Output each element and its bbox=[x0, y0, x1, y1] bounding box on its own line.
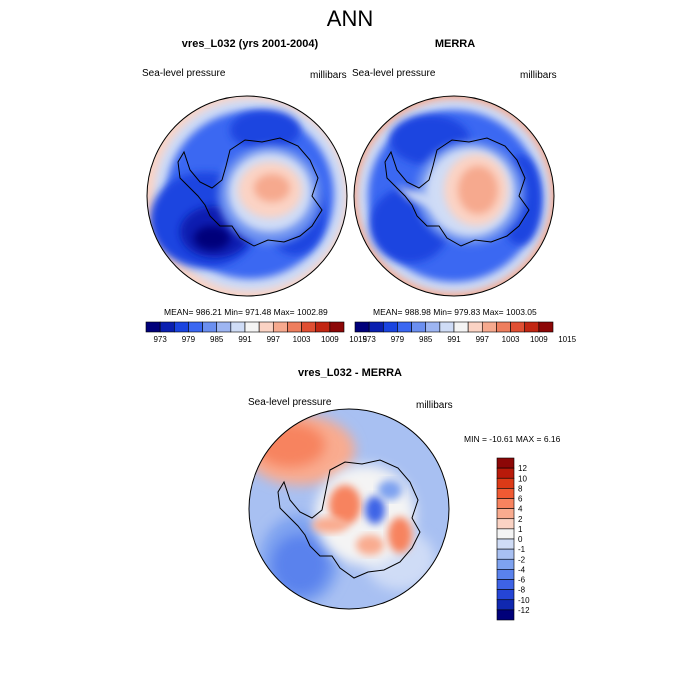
colorbar-swatch bbox=[301, 321, 317, 333]
colorbar-tick-label: -12 bbox=[518, 606, 530, 615]
colorbar-swatch bbox=[496, 548, 515, 560]
colorbar-swatch bbox=[496, 477, 515, 489]
colorbar-swatch bbox=[272, 321, 288, 333]
colorbar-swatch bbox=[481, 321, 497, 333]
colorbar-tick-label: 973 bbox=[153, 335, 167, 344]
colorbar-swatch bbox=[467, 321, 483, 333]
colorbar-swatch bbox=[496, 528, 515, 540]
colorbar-tick-label: -1 bbox=[518, 545, 526, 554]
colorbar-tick-label: 997 bbox=[476, 335, 490, 344]
map-panel-2 bbox=[353, 95, 555, 297]
colorbar-tick-label: -10 bbox=[518, 596, 530, 605]
colorbar-swatch bbox=[382, 321, 398, 333]
colorbar-panel-1: 973 979 985 991 997 1003 1009 1015 bbox=[145, 321, 368, 344]
colorbar-swatch bbox=[453, 321, 469, 333]
colorbar-swatch bbox=[354, 321, 370, 333]
colorbar-swatch bbox=[230, 321, 246, 333]
colorbar-swatch bbox=[173, 321, 189, 333]
map-panel-3 bbox=[248, 408, 450, 610]
panel-3-stats: MIN = -10.61 MAX = 6.16 bbox=[464, 434, 561, 444]
colorbar-tick-label: 1015 bbox=[558, 335, 576, 344]
colorbar-tick-label: 1003 bbox=[293, 335, 311, 344]
colorbar-tick-label: -8 bbox=[518, 586, 526, 595]
colorbar-swatch bbox=[315, 321, 331, 333]
colorbar-tick-label: 1003 bbox=[502, 335, 520, 344]
colorbar-swatch bbox=[496, 518, 515, 530]
colorbar-tick-label: 12 bbox=[518, 464, 527, 473]
colorbar-swatch bbox=[216, 321, 232, 333]
colorbar-tick-label: 991 bbox=[447, 335, 461, 344]
colorbar-swatch bbox=[496, 498, 515, 509]
panel-2-title: MERRA bbox=[434, 38, 476, 50]
colorbar-tick-label: 979 bbox=[391, 335, 405, 344]
colorbar-swatch bbox=[411, 321, 427, 333]
colorbar-swatch bbox=[287, 321, 302, 333]
colorbar-swatch bbox=[496, 569, 515, 580]
colorbar-swatch bbox=[425, 321, 441, 333]
colorbar-swatch bbox=[496, 609, 515, 621]
colorbar-swatch bbox=[496, 538, 515, 550]
colorbar-swatch bbox=[524, 321, 540, 333]
colorbar-tick-label: 1009 bbox=[321, 335, 339, 344]
colorbar-swatch bbox=[159, 321, 175, 333]
colorbar-tick-label: 8 bbox=[518, 484, 523, 493]
colorbar-swatch bbox=[510, 321, 526, 333]
colorbar-tick-label: 6 bbox=[518, 495, 523, 504]
colorbar-tick-label: 0 bbox=[518, 535, 523, 544]
colorbar-tick-label: 2 bbox=[518, 515, 523, 524]
colorbar-swatch bbox=[202, 321, 218, 333]
colorbar-swatch bbox=[496, 508, 515, 520]
panel-1-right-label: millibars bbox=[310, 70, 347, 81]
colorbar-tick-label: 997 bbox=[267, 335, 281, 344]
panel-1-title: vres_L032 (yrs 2001-2004) bbox=[181, 38, 319, 50]
colorbar-tick-label: -4 bbox=[518, 565, 526, 574]
colorbar-tick-label: 985 bbox=[210, 335, 224, 344]
panel-2-right-label: millibars bbox=[520, 70, 557, 81]
colorbar-panel-2: 973 979 985 991 997 1003 1009 1015 bbox=[354, 321, 577, 344]
colorbar-tick-label: 991 bbox=[238, 335, 252, 344]
colorbar-tick-label: 979 bbox=[182, 335, 196, 344]
colorbar-swatch bbox=[496, 457, 515, 469]
map-panel-1 bbox=[146, 95, 348, 297]
figure-title: ANN bbox=[326, 6, 374, 31]
colorbar-swatch bbox=[439, 321, 455, 333]
colorbar-swatch bbox=[188, 321, 203, 333]
colorbar-swatch bbox=[397, 321, 412, 333]
panel-1-stats: MEAN= 986.21 Min= 971.48 Max= 1002.89 bbox=[164, 307, 328, 317]
colorbar-tick-label: 10 bbox=[518, 474, 527, 483]
colorbar-tick-label: 985 bbox=[419, 335, 433, 344]
colorbar-tick-label: 1 bbox=[518, 525, 523, 534]
colorbar-swatch bbox=[496, 558, 515, 570]
colorbar-swatch bbox=[496, 321, 511, 333]
colorbar-swatch bbox=[496, 467, 515, 479]
colorbar-tick-label: 1015 bbox=[349, 335, 367, 344]
colorbar-swatch bbox=[258, 321, 274, 333]
colorbar-swatch bbox=[496, 579, 515, 590]
colorbar-swatch bbox=[538, 321, 554, 333]
panel-3-left-label: Sea-level pressure bbox=[248, 397, 332, 408]
colorbar-tick-label: -2 bbox=[518, 555, 526, 564]
panel-2-left-label: Sea-level pressure bbox=[352, 68, 436, 79]
colorbar-tick-label: 1009 bbox=[530, 335, 548, 344]
colorbar-tick-label: 4 bbox=[518, 505, 523, 514]
panel-1-left-label: Sea-level pressure bbox=[142, 68, 226, 79]
colorbar-swatch bbox=[496, 589, 515, 601]
colorbar-swatch bbox=[496, 599, 515, 611]
panel-3-right-label: millibars bbox=[416, 400, 453, 411]
colorbar-swatch bbox=[496, 488, 515, 499]
colorbar-swatch bbox=[244, 321, 260, 333]
panel-2-stats: MEAN= 988.98 Min= 979.83 Max= 1003.05 bbox=[373, 307, 537, 317]
colorbar-tick-label: 973 bbox=[362, 335, 376, 344]
colorbar-swatch bbox=[368, 321, 384, 333]
colorbar-tick-label: -6 bbox=[518, 576, 526, 585]
colorbar-swatch bbox=[329, 321, 345, 333]
panel-3-title: vres_L032 - MERRA bbox=[298, 367, 402, 379]
colorbar-swatch bbox=[145, 321, 161, 333]
